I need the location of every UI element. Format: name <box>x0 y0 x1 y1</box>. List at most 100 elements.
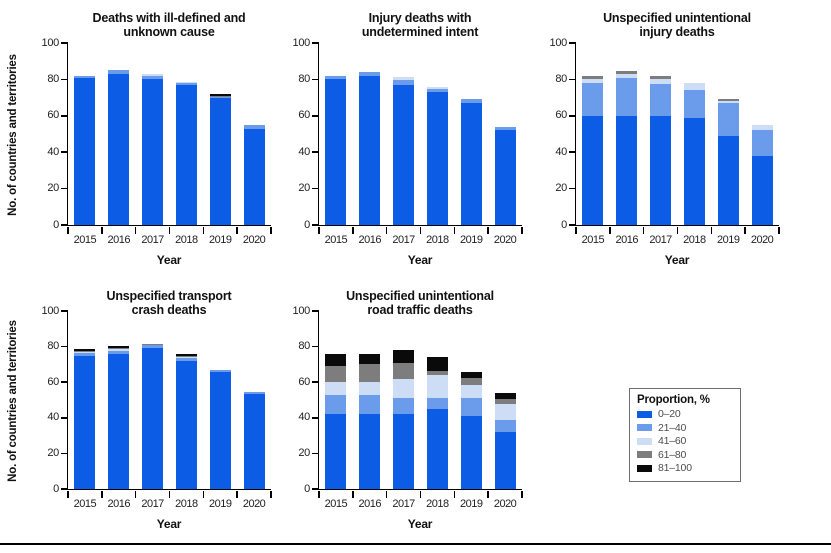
y-tick-label: 100 <box>292 304 311 317</box>
bar-2017 <box>650 43 672 225</box>
y-tick-mark <box>61 488 68 490</box>
chart-ill-defined-unknown-cause: Deaths with ill-defined and unknown cause… <box>7 11 272 267</box>
x-tick-mark <box>67 490 69 498</box>
bar-segment-21-40 <box>74 352 96 356</box>
bar-segment-0-20 <box>751 155 773 225</box>
x-tick-mark <box>202 490 205 498</box>
y-tick-mark <box>569 187 576 190</box>
y-tick-label: 0 <box>53 482 59 495</box>
x-tick-mark <box>318 490 320 498</box>
bar-segment-61-80 <box>74 351 96 352</box>
x-tick-label: 2015 <box>324 234 348 246</box>
bar-segment-61-80 <box>616 71 638 74</box>
y-tick-label: 0 <box>561 218 567 231</box>
x-tick-mark <box>676 226 679 234</box>
y-tick-mark <box>569 151 576 153</box>
bar-segment-41-60 <box>650 78 672 84</box>
bar-segment-81-100 <box>426 357 448 371</box>
x-tick-label: 2016 <box>615 234 639 246</box>
y-tick-label: 60 <box>555 109 567 122</box>
chart-title-line: Injury deaths with <box>368 10 472 25</box>
bar-segment-61-80 <box>494 399 516 404</box>
x-tick-label: 2018 <box>683 234 706 246</box>
y-tick-mark <box>61 151 68 153</box>
bar-segment-21-40 <box>582 83 604 116</box>
bar-segment-0-20 <box>717 135 739 225</box>
x-tick-mark <box>710 226 713 234</box>
chart-title-line: crash deaths <box>131 303 207 318</box>
chart-title: Unspecified transport crash deaths <box>107 289 232 319</box>
y-tick-label: 20 <box>298 182 310 195</box>
legend-color-swatch <box>637 410 652 418</box>
bar-2019 <box>209 43 231 225</box>
bar-segment-0-20 <box>616 115 638 225</box>
chart-transport-crash: Unspecified transport crash deaths No. of… <box>7 289 272 531</box>
bar-segment-21-40 <box>359 394 381 415</box>
bar-2016 <box>108 43 130 225</box>
x-tick-label: 2017 <box>141 234 164 246</box>
y-tick-mark <box>569 78 576 81</box>
bar-segment-21-40 <box>108 70 130 74</box>
bar-segment-61-80 <box>175 355 197 357</box>
y-tick-mark <box>61 42 68 44</box>
x-tick-label: 2019 <box>209 234 232 246</box>
x-tick-mark <box>419 490 422 498</box>
y-tick-mark <box>61 452 68 455</box>
y-tick-mark <box>312 78 319 81</box>
y-tick-mark <box>61 224 68 226</box>
y-tick-mark <box>61 78 68 81</box>
bar-segment-21-40 <box>683 90 705 118</box>
y-tick-mark <box>61 115 68 117</box>
y-tick-label: 40 <box>47 411 59 424</box>
bar-segment-41-60 <box>142 73 164 76</box>
y-tick-label: 40 <box>298 411 310 424</box>
bar-2015 <box>74 311 96 489</box>
bar-segment-41-60 <box>175 356 197 359</box>
bar-segment-0-20 <box>582 115 604 225</box>
bar-segment-41-60 <box>460 384 482 399</box>
y-axis-title: No. of countries and territories <box>7 53 19 216</box>
bar-segment-61-80 <box>325 366 347 383</box>
y-tick-mark <box>61 310 68 312</box>
y-tick-mark <box>312 115 319 117</box>
x-axis-title: Year <box>407 253 433 267</box>
legend-item: 0–20 <box>637 409 733 420</box>
legend-color-swatch <box>637 451 652 459</box>
bar-segment-0-20 <box>683 117 705 225</box>
bar-segment-21-40 <box>494 126 516 131</box>
y-tick-label: 100 <box>549 36 568 49</box>
bar-segment-41-60 <box>494 403 516 420</box>
bar-2017 <box>142 311 164 489</box>
x-tick-mark <box>236 490 238 498</box>
x-tick-mark <box>453 226 456 234</box>
bar-segment-21-40 <box>494 419 516 433</box>
chart-title-line: injury deaths <box>639 25 715 40</box>
y-tick-label: 20 <box>555 182 567 195</box>
x-tick-mark <box>609 226 611 234</box>
bar-segment-61-80 <box>393 362 415 379</box>
legend: Proportion, % 0–20 21–40 41–60 61–80 81–100 <box>629 388 741 482</box>
bar-segment-0-20 <box>108 73 130 225</box>
bar-segment-21-40 <box>426 88 448 93</box>
chart-title-line: Deaths with ill-defined and <box>92 10 246 25</box>
bar-segment-81-100 <box>460 371 482 378</box>
bar-segment-0-20 <box>359 75 381 225</box>
y-tick-mark <box>312 310 319 312</box>
bar-2015 <box>325 43 347 225</box>
x-tick-mark <box>67 226 69 234</box>
y-tick-label: 60 <box>298 375 310 388</box>
bar-2016 <box>359 43 381 225</box>
bar-segment-0-20 <box>142 348 164 489</box>
x-tick-label: 2018 <box>175 234 198 246</box>
bar-segment-81-100 <box>175 353 197 356</box>
x-tick-mark <box>352 490 354 498</box>
x-tick-mark <box>575 226 577 234</box>
bar-segment-0-20 <box>243 128 265 225</box>
bar-segment-41-60 <box>426 375 448 399</box>
x-tick-mark <box>101 490 103 498</box>
bar-segment-0-20 <box>108 353 130 489</box>
bar-2020 <box>494 43 516 225</box>
bar-segment-61-80 <box>426 370 448 376</box>
bar-segment-61-80 <box>108 348 130 350</box>
chart-title-line: Unspecified unintentional <box>346 288 494 303</box>
